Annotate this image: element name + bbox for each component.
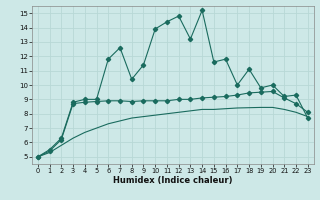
X-axis label: Humidex (Indice chaleur): Humidex (Indice chaleur) — [113, 176, 233, 185]
